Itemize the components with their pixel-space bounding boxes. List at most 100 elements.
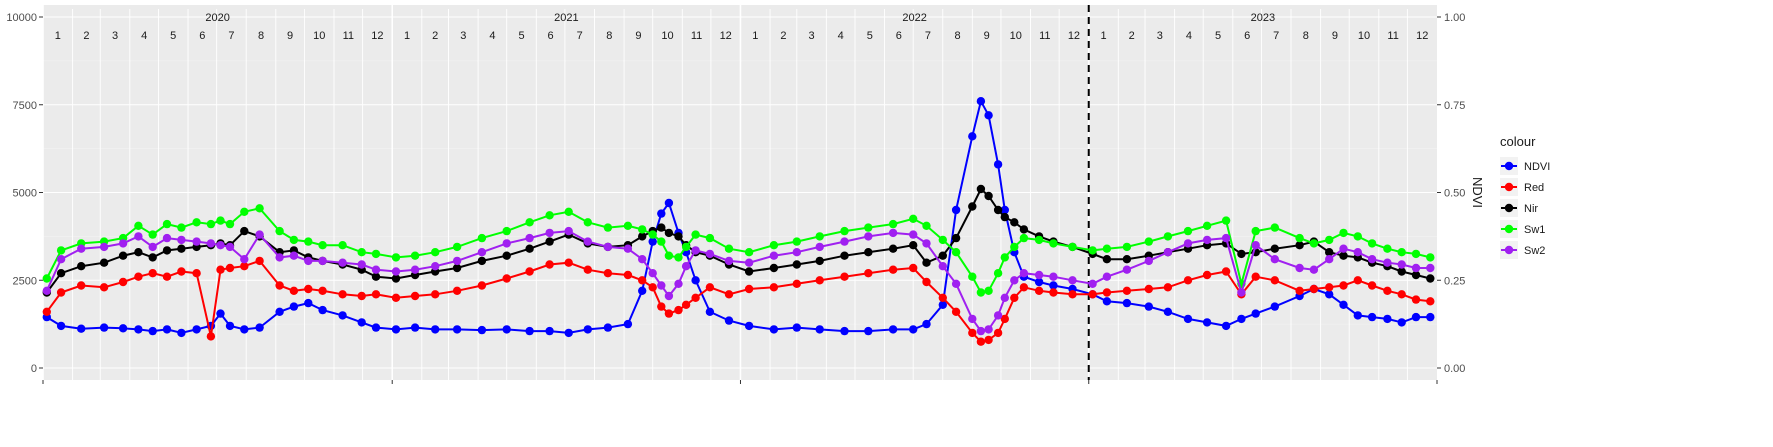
legend-item-red[interactable]: Red bbox=[1500, 178, 1544, 196]
y-right-tick-label: 0.00 bbox=[1444, 363, 1465, 375]
legend-item-ndvi[interactable]: NDVI bbox=[1500, 157, 1550, 175]
month-label: 10 bbox=[1358, 30, 1370, 42]
data-point-red bbox=[1339, 281, 1348, 290]
y-right-tick-label: 0.50 bbox=[1444, 188, 1465, 200]
data-point-ndvi bbox=[564, 328, 573, 338]
data-point-red bbox=[951, 307, 961, 316]
data-point-nir bbox=[1102, 255, 1112, 264]
data-point-nir bbox=[993, 205, 1003, 215]
data-point-nir bbox=[922, 258, 931, 267]
data-point-sw1 bbox=[1353, 232, 1363, 241]
data-point-sw2 bbox=[1202, 235, 1212, 245]
data-point-nir bbox=[938, 251, 947, 260]
data-point-nir bbox=[864, 248, 873, 257]
data-point-red bbox=[357, 291, 366, 301]
data-point-sw1 bbox=[724, 244, 734, 253]
data-point-sw2 bbox=[674, 279, 683, 288]
data-point-red bbox=[255, 256, 264, 266]
data-point-sw2 bbox=[1426, 263, 1435, 273]
legend-key-point bbox=[1504, 224, 1514, 234]
data-point-sw1 bbox=[162, 219, 172, 229]
data-point-nir bbox=[477, 256, 487, 266]
data-point-red bbox=[1010, 293, 1019, 302]
data-point-sw1 bbox=[1202, 221, 1212, 230]
data-point-sw2 bbox=[225, 242, 235, 252]
data-point-sw1 bbox=[525, 218, 534, 227]
series-layer bbox=[42, 97, 1435, 346]
data-point-sw2 bbox=[502, 239, 511, 248]
legend-item-sw1[interactable]: Sw1 bbox=[1500, 220, 1545, 238]
data-point-red bbox=[705, 283, 715, 292]
legend-item-nir[interactable]: Nir bbox=[1500, 199, 1538, 217]
data-point-nir bbox=[744, 267, 754, 276]
data-point-sw2 bbox=[289, 251, 299, 260]
data-point-sw1 bbox=[1295, 233, 1304, 243]
data-point-ndvi bbox=[1221, 321, 1231, 331]
data-point-red bbox=[77, 281, 86, 290]
data-point-ndvi bbox=[1367, 312, 1377, 322]
data-point-ndvi bbox=[162, 325, 172, 334]
data-point-ndvi bbox=[1339, 300, 1348, 309]
data-point-ndvi bbox=[1000, 205, 1009, 215]
data-point-nir bbox=[177, 244, 186, 253]
data-point-sw2 bbox=[177, 235, 186, 245]
data-point-sw1 bbox=[951, 248, 961, 257]
legend-label: Sw2 bbox=[1524, 245, 1545, 257]
month-label: 2 bbox=[1129, 30, 1135, 42]
data-point-red bbox=[391, 293, 401, 302]
y-left-tick-label: 7500 bbox=[13, 100, 37, 112]
data-point-ndvi bbox=[1163, 307, 1173, 316]
month-label: 10 bbox=[661, 30, 673, 42]
data-point-red bbox=[1122, 286, 1132, 295]
data-point-sw1 bbox=[603, 223, 613, 232]
data-point-ndvi bbox=[192, 325, 201, 334]
data-point-red bbox=[410, 291, 420, 301]
data-point-red bbox=[674, 305, 683, 315]
data-point-red bbox=[909, 263, 918, 273]
month-label: 1 bbox=[1100, 30, 1106, 42]
month-label: 7 bbox=[925, 30, 931, 42]
month-label: 2 bbox=[432, 30, 438, 42]
data-point-sw2 bbox=[691, 246, 700, 255]
data-point-sw1 bbox=[744, 248, 754, 257]
data-point-sw2 bbox=[1221, 233, 1231, 243]
legend-label: Sw1 bbox=[1524, 224, 1545, 236]
month-label: 8 bbox=[258, 30, 264, 42]
data-point-sw1 bbox=[1251, 226, 1260, 236]
data-point-red bbox=[1088, 290, 1097, 299]
data-point-nir bbox=[909, 241, 918, 250]
data-point-sw1 bbox=[42, 274, 51, 283]
data-point-sw2 bbox=[431, 262, 440, 271]
data-point-red bbox=[56, 288, 66, 297]
data-point-red bbox=[275, 281, 284, 290]
data-point-red bbox=[976, 337, 986, 346]
data-point-ndvi bbox=[951, 205, 961, 215]
month-label: 1 bbox=[404, 30, 410, 42]
data-point-sw2 bbox=[318, 256, 327, 266]
data-point-red bbox=[177, 267, 186, 276]
data-point-ndvi bbox=[1183, 314, 1193, 324]
data-point-sw1 bbox=[338, 241, 347, 250]
data-point-ndvi bbox=[1397, 318, 1406, 327]
data-point-red bbox=[864, 269, 873, 278]
data-point-nir bbox=[162, 246, 172, 255]
data-point-sw1 bbox=[1144, 237, 1154, 246]
data-point-red bbox=[1309, 284, 1319, 294]
data-point-sw2 bbox=[922, 239, 931, 248]
data-point-sw1 bbox=[134, 221, 143, 230]
data-point-sw2 bbox=[118, 239, 128, 248]
data-point-red bbox=[623, 270, 633, 280]
data-point-ndvi bbox=[304, 298, 313, 308]
data-point-sw1 bbox=[993, 269, 1003, 278]
data-point-nir bbox=[1010, 218, 1019, 227]
month-label: 6 bbox=[548, 30, 554, 42]
data-point-sw1 bbox=[583, 218, 592, 227]
data-point-sw2 bbox=[1183, 239, 1193, 248]
data-point-ndvi bbox=[603, 323, 613, 332]
data-point-sw1 bbox=[623, 221, 633, 230]
month-label: 1 bbox=[752, 30, 758, 42]
data-point-nir bbox=[134, 248, 143, 257]
month-label: 7 bbox=[228, 30, 234, 42]
legend-item-sw2[interactable]: Sw2 bbox=[1500, 241, 1545, 259]
